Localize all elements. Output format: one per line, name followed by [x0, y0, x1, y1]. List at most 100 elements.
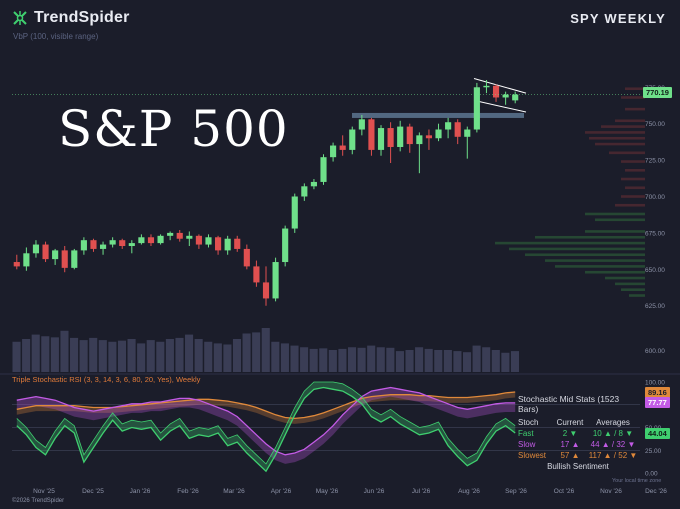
volume-bar [117, 340, 127, 372]
volume-bar [462, 352, 472, 372]
volume-bar [31, 334, 40, 372]
timezone-label: Your local time zone [612, 478, 662, 484]
x-tick-label: Jun '26 [364, 488, 385, 495]
volume-bar [70, 337, 79, 372]
volume-bar [41, 336, 50, 372]
stats-row-name: Slow [518, 440, 536, 449]
volume-bar [137, 343, 146, 372]
candle-body [320, 157, 327, 182]
indicator-tick-label: 0.00 [645, 471, 658, 478]
volume-profile-bar [495, 241, 645, 245]
candle-body [445, 122, 452, 130]
volume-bar [232, 339, 242, 372]
volume-bar [300, 347, 309, 372]
copyright: ©2026 TrendSpider [12, 498, 65, 504]
fast-line [16, 386, 516, 473]
fast-value-tag: 44.04 [645, 428, 670, 439]
slowest-band [16, 392, 516, 424]
volume-bar [338, 348, 347, 372]
volume-profile-bar [615, 119, 645, 123]
volume-bar [453, 351, 462, 372]
stochastic-stats-panel: Stochastic Mid Stats (1523 Bars) Stoch C… [518, 394, 638, 471]
candle-body [71, 250, 78, 268]
price-tick-label: 700.00 [645, 194, 665, 201]
volume-bar [491, 350, 500, 372]
candle-body [425, 135, 433, 139]
volume-bar [185, 334, 194, 372]
volume-bar [357, 347, 366, 372]
volume-bar [386, 347, 395, 372]
volume-profile-bar [601, 125, 645, 128]
stats-header-stoch: Stoch [518, 418, 539, 427]
candle-body [397, 126, 404, 147]
candle-body [61, 250, 68, 268]
candle-body [128, 243, 135, 247]
stats-row-avg: 44 ▲ / 32 ▼ [590, 440, 636, 449]
x-tick-label: Feb '26 [177, 488, 199, 495]
candle-body [483, 85, 490, 88]
price-tick-label: 750.00 [645, 121, 665, 128]
volume-bar [146, 340, 155, 372]
volume-bar [424, 348, 433, 372]
vbp-label: VbP (100, visible range) [13, 32, 99, 41]
candle-body [109, 240, 116, 245]
volume-bar [501, 352, 510, 372]
candle-body [387, 128, 394, 147]
volume-bar [194, 339, 203, 372]
slow-band [16, 387, 516, 464]
x-tick-label: Nov '26 [600, 488, 622, 495]
slow-line [16, 386, 516, 456]
candle-body [464, 129, 471, 137]
volume-profile-bar [595, 218, 645, 222]
volume-profile-bar [605, 276, 645, 280]
wedge-upper-line [473, 78, 527, 94]
volume-profile-bar [621, 288, 645, 291]
candle-body [176, 232, 183, 239]
candle-body [272, 262, 279, 299]
volume-profile-bar [509, 247, 645, 251]
candle-body [291, 196, 298, 229]
candle-body [406, 126, 413, 145]
candle-body [377, 128, 385, 150]
ticker-label[interactable]: SPY WEEKLY [570, 11, 666, 26]
volume-profile-bar [625, 107, 645, 111]
candle-body [253, 266, 260, 283]
volume-bar [376, 347, 385, 372]
candle-body [138, 237, 145, 244]
slowest-value-tag: 89.16 [645, 387, 670, 398]
candle-body [167, 232, 174, 236]
stats-header-averages: Averages [596, 418, 630, 427]
volume-bar [156, 341, 165, 372]
candle-body [349, 129, 356, 150]
indicator-tick-label: 100.00 [645, 380, 665, 387]
volume-bar [252, 332, 261, 372]
volume-profile-bar [621, 177, 645, 181]
candle-body [502, 94, 509, 98]
trendspider-logo-icon [13, 11, 27, 25]
x-tick-label: Aug '26 [458, 488, 480, 495]
candle-body [99, 244, 107, 249]
brand: TrendSpider [12, 9, 130, 27]
stats-row-name: Fast [518, 429, 534, 438]
x-tick-label: Oct '26 [554, 488, 575, 495]
indicator-label[interactable]: Triple Stochastic RSI (3, 3, 14, 3, 6, 8… [12, 375, 201, 384]
volume-bar [319, 348, 328, 372]
volume-profile-bar [585, 212, 645, 216]
candle-body [243, 248, 250, 267]
volume-bar [261, 328, 270, 372]
x-tick-label: Jul '26 [412, 488, 431, 495]
candle-body [205, 237, 212, 245]
candle-body [52, 250, 59, 260]
volume-bar [242, 333, 251, 372]
stats-header-row: Stoch Current Averages [518, 417, 638, 428]
volume-profile-bar [615, 203, 645, 207]
candle-body [358, 119, 365, 130]
volume-profile-bar [621, 160, 645, 163]
volume-bar [395, 351, 404, 372]
x-tick-label: Nov '25 [33, 488, 55, 495]
volume-bar [510, 351, 519, 372]
volume-profile-bar [535, 235, 645, 239]
candle-body [157, 235, 164, 244]
stats-title: Stochastic Mid Stats (1523 Bars) [518, 394, 620, 414]
